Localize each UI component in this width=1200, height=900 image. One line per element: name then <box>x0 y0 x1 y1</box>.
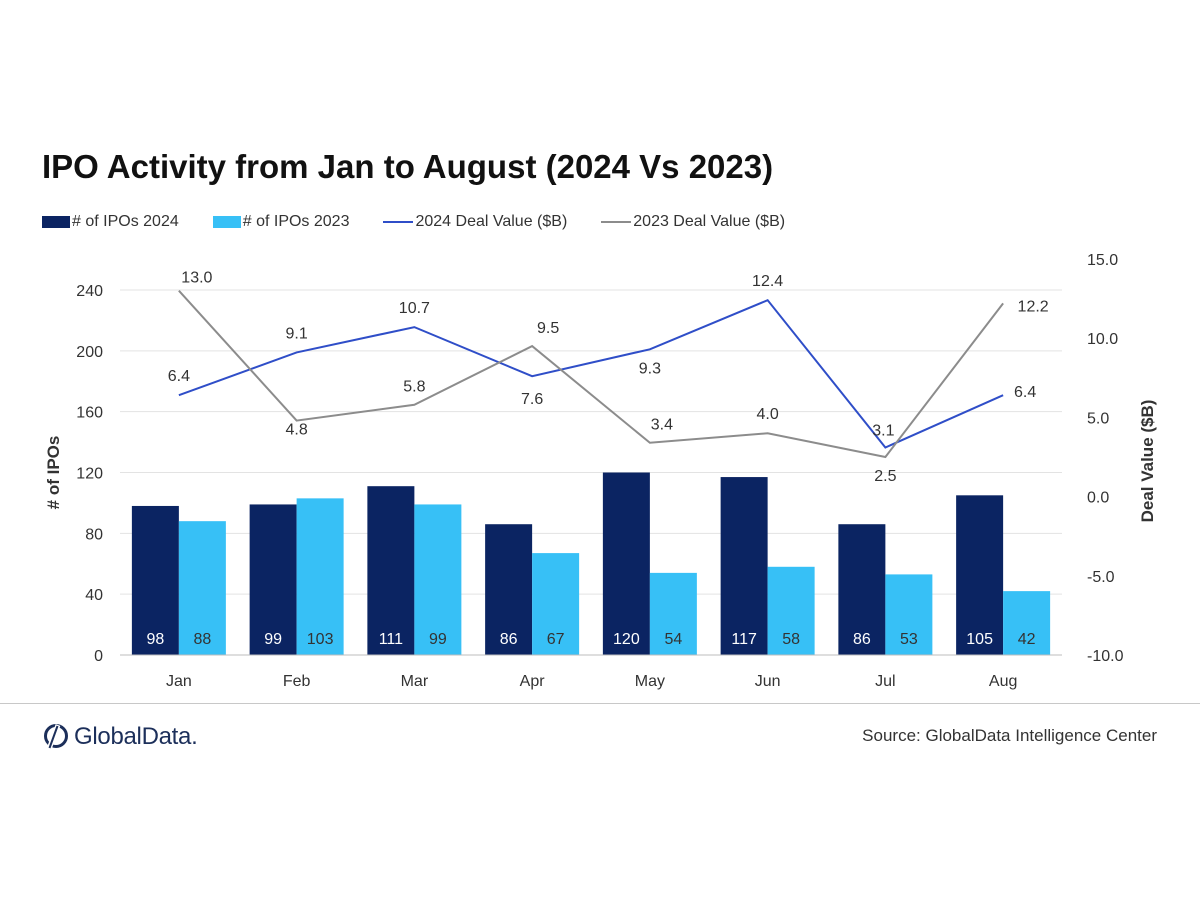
legend-label-ipos-2024: # of IPOs 2024 <box>72 213 179 230</box>
bar-value-label: 54 <box>664 631 682 648</box>
line-point-label: 13.0 <box>181 270 212 287</box>
legend-item-ipos-2024: # of IPOs 2024 <box>42 213 179 231</box>
line-point-label: 3.4 <box>651 417 673 434</box>
line-point-label: 9.1 <box>286 325 308 342</box>
y2-tick-label: 15.0 <box>1087 252 1118 269</box>
bar <box>885 574 933 655</box>
bar-value-label: 117 <box>731 631 757 648</box>
line-series <box>178 290 1004 459</box>
x-tick-label: Jan <box>166 673 192 690</box>
line-point-label: 10.7 <box>399 300 430 317</box>
bar-value-label: 99 <box>264 631 282 648</box>
x-tick-label: Aug <box>989 673 1017 690</box>
y2-tick-label: -10.0 <box>1087 648 1124 665</box>
bar-value-label: 105 <box>966 631 993 648</box>
bar-value-label: 86 <box>500 631 518 648</box>
x-tick-label: Feb <box>283 673 311 690</box>
globaldata-logo-icon <box>44 724 68 750</box>
bar <box>532 553 580 655</box>
bar-value-label: 103 <box>307 631 334 648</box>
line-point-label: 6.4 <box>168 368 190 385</box>
legend-swatch-deal-value-2024 <box>383 221 414 223</box>
bar <box>1003 591 1051 655</box>
bar-value-label: 53 <box>900 631 918 648</box>
legend-label-deal-value-2024: 2024 Deal Value ($B) <box>415 213 568 230</box>
bar <box>131 505 179 655</box>
y2-axis-title: Deal Value ($B) <box>1138 400 1157 523</box>
line-point-label: 5.8 <box>403 379 425 396</box>
line-point-label: 4.0 <box>757 406 779 423</box>
bar <box>367 486 415 655</box>
x-tick-label: Jul <box>875 673 895 690</box>
bar-value-label: 58 <box>782 631 800 648</box>
y2-tick-label: -5.0 <box>1087 569 1115 586</box>
bar-value-label: 88 <box>193 631 211 648</box>
bar-value-label: 42 <box>1018 631 1036 648</box>
bar-value-label: 86 <box>853 631 871 648</box>
bar-value-label: 111 <box>379 631 403 648</box>
legend-label-deal-value-2023: 2023 Deal Value ($B) <box>633 213 786 230</box>
legend-item-deal-value-2024: 2024 Deal Value ($B) <box>383 213 567 231</box>
logo-text: GlobalData. <box>74 723 198 750</box>
globaldata-logo: GlobalData. <box>42 722 198 752</box>
bar-value-label: 120 <box>613 631 640 648</box>
line-point-label: 9.3 <box>639 360 661 377</box>
line-point-label: 4.8 <box>286 422 308 439</box>
bar-value-label: 99 <box>429 631 447 648</box>
footer-divider <box>0 703 1200 704</box>
bar <box>296 498 344 655</box>
chart-legend: # of IPOs 2024 # of IPOs 2023 2024 Deal … <box>42 210 819 234</box>
line-point-label: 7.6 <box>521 391 543 408</box>
bar <box>767 566 815 655</box>
chart-title: IPO Activity from Jan to August (2024 Vs… <box>42 148 774 185</box>
legend-item-ipos-2023: # of IPOs 2023 <box>212 213 350 231</box>
legend-swatch-ipos-2023 <box>212 216 241 228</box>
line-point-label: 2.5 <box>874 468 896 485</box>
x-tick-label: Jun <box>755 673 781 690</box>
y-tick-label: 200 <box>76 344 103 361</box>
y2-tick-label: 5.0 <box>1087 410 1109 427</box>
bar <box>249 504 297 655</box>
y-tick-label: 120 <box>76 466 103 483</box>
bar <box>414 504 462 655</box>
y-tick-label: 160 <box>76 405 103 422</box>
x-tick-label: Mar <box>401 673 429 690</box>
bar <box>485 524 533 655</box>
bar <box>956 495 1004 655</box>
bar <box>720 477 768 655</box>
line-point-label: 12.4 <box>752 273 783 290</box>
y-tick-label: 0 <box>94 648 103 665</box>
y2-tick-label: 10.0 <box>1087 331 1118 348</box>
y-axis-title: # of IPOs <box>44 436 63 510</box>
line-point-label: 9.5 <box>537 320 559 337</box>
x-tick-label: Apr <box>520 673 546 690</box>
line-point-label: 6.4 <box>1014 384 1036 401</box>
line-series <box>178 298 1004 449</box>
source-note: Source: GlobalData Intelligence Center <box>862 726 1157 745</box>
x-tick-label: May <box>635 673 665 690</box>
y2-tick-label: 0.0 <box>1087 490 1109 507</box>
line-point-label: 12.2 <box>1018 298 1049 315</box>
bar <box>838 524 886 655</box>
y-tick-label: 40 <box>85 587 103 604</box>
bar-value-label: 67 <box>547 631 565 648</box>
y-tick-label: 240 <box>76 283 103 300</box>
y-tick-label: 80 <box>85 526 103 543</box>
legend-swatch-deal-value-2023 <box>601 221 632 223</box>
bar <box>178 521 226 655</box>
bar-value-label: 98 <box>146 631 164 648</box>
legend-label-ipos-2023: # of IPOs 2023 <box>242 213 350 230</box>
line-point-label: 3.1 <box>872 422 894 439</box>
legend-swatch-ipos-2024 <box>42 216 70 228</box>
bar <box>649 572 697 655</box>
bar <box>602 472 650 655</box>
legend-item-deal-value-2023: 2023 Deal Value ($B) <box>601 213 785 231</box>
